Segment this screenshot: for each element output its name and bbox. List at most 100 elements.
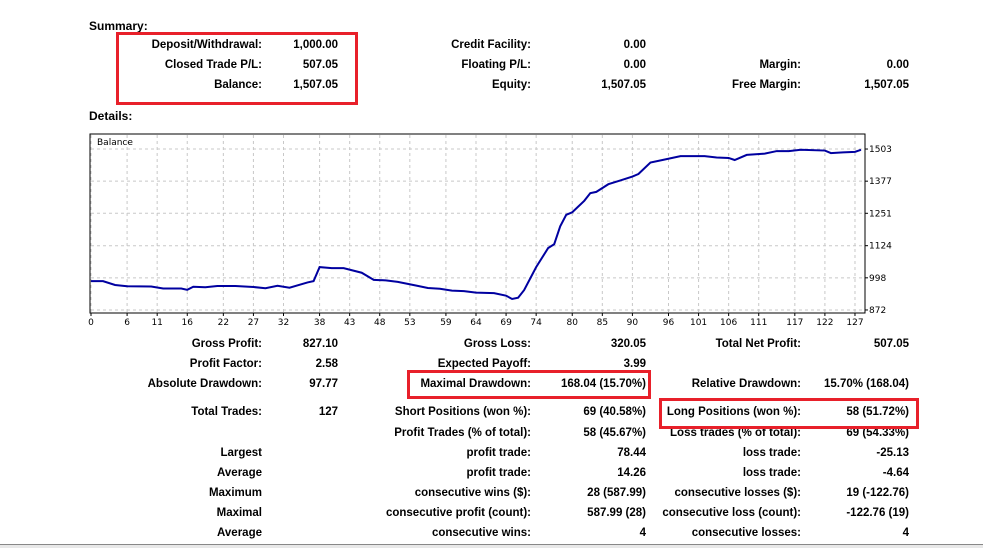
stat-value: 1,507.05 [864,79,909,91]
stat-label: Profit Factor: [189,358,262,370]
x-tick-label: 111 [750,318,767,328]
stat-label: loss trade: [742,467,801,479]
stat-label: Total Trades: [191,406,262,418]
stat-value: -122.76 (19) [846,507,909,519]
stat-value: 827.10 [302,338,338,350]
stat-value: 0.00 [886,59,909,71]
stat-label: Largest [220,447,262,459]
stat-label: consecutive losses: [691,527,801,539]
y-tick-label: 872 [869,306,886,316]
stat-value: 507.05 [873,338,909,350]
stat-label: Closed Trade P/L: [164,59,262,71]
y-tick-label: 1503 [869,145,892,155]
stat-value: 58 (45.67%) [583,427,646,439]
stat-label: Maximum [208,487,262,499]
stat-label: Gross Loss: [463,338,531,350]
stat-value: 97.77 [309,378,338,390]
stat-value: 0.00 [623,59,646,71]
highlight-box-summary [116,32,358,105]
x-tick-label: 117 [786,318,803,328]
x-tick-label: 80 [567,318,579,328]
stat-label: Relative Drawdown: [691,378,801,390]
stat-label: profit trade: [466,467,531,479]
stat-value: 127 [318,406,338,418]
stat-label: Gross Profit: [191,338,262,350]
stat-label: consecutive profit (count): [385,507,531,519]
stat-label: Average [217,527,262,539]
bottom-tab-bar [0,544,983,548]
stat-label: Floating P/L: [461,59,531,71]
x-tick-label: 69 [500,318,512,328]
stat-value: 0.00 [623,39,646,51]
stat-value: 2.58 [315,358,338,370]
stat-label: Deposit/Withdrawal: [151,39,262,51]
x-tick-label: 27 [248,318,259,328]
stat-label: Margin: [759,59,801,71]
x-tick-label: 6 [124,318,130,328]
stat-value: -25.13 [876,447,909,459]
chart-title: Balance [97,138,133,148]
x-tick-label: 32 [278,318,289,328]
stat-value: 69 (40.58%) [583,406,646,418]
stat-label: consecutive wins: [431,527,531,539]
stat-value: 1,507.05 [293,79,338,91]
stat-value: 28 (587.99) [587,487,646,499]
stat-value: 4 [902,527,909,539]
x-tick-label: 96 [663,318,675,328]
stat-label: Balance: [214,79,262,91]
highlight-box-long-positions [659,398,919,429]
x-tick-label: 106 [720,318,737,328]
stat-value: 587.99 (28) [587,507,646,519]
stat-label: profit trade: [466,447,531,459]
stat-value: 15.70% (168.04) [823,378,909,390]
x-tick-label: 16 [182,318,194,328]
stat-value: 69 (54.33%) [846,427,909,439]
stat-label: Short Positions (won %): [394,406,531,418]
stat-label: Maximal Drawdown: [420,378,531,390]
y-tick-label: 1124 [869,242,892,252]
stat-value: 507.05 [302,59,338,71]
x-tick-label: 101 [690,318,707,328]
stat-value: 4 [639,527,646,539]
stat-label: Long Positions (won %): [666,406,801,418]
stat-label: Loss trades (% of total): [670,427,801,439]
x-tick-label: 0 [88,318,94,328]
x-tick-label: 90 [627,318,639,328]
x-tick-label: 53 [404,318,415,328]
stat-value: 1,507.05 [601,79,646,91]
stat-value: 3.99 [623,358,646,370]
x-tick-label: 59 [440,318,452,328]
stat-label: Free Margin: [731,79,801,91]
stat-label: Credit Facility: [451,39,531,51]
x-tick-label: 122 [816,318,833,328]
stat-value: 78.44 [617,447,646,459]
x-tick-label: 11 [151,318,162,328]
stat-value: 320.05 [610,338,646,350]
x-tick-label: 64 [470,318,482,328]
stat-label: Equity: [492,79,531,91]
summary-heading: Summary: [89,19,148,33]
y-tick-label: 1251 [869,209,892,219]
stat-label: consecutive losses ($): [674,487,801,499]
stat-label: Profit Trades (% of total): [394,427,531,439]
stat-label: Expected Payoff: [437,358,531,370]
balance-chart: 0 6 11 16 22 27 32 38 43 48 53 59 64 69 74 80 85 90 96 101 1… [88,133,892,328]
x-tick-label: 48 [374,318,386,328]
stat-label: loss trade: [742,447,801,459]
stat-value: 19 (-122.76) [846,487,909,499]
stat-label: consecutive wins ($): [414,487,531,499]
x-tick-label: 43 [344,318,355,328]
y-tick-label: 998 [869,274,886,284]
x-tick-label: 22 [218,318,229,328]
stat-label: Total Net Profit: [715,338,801,350]
stat-value: 1,000.00 [293,39,338,51]
plot-area [89,133,866,314]
stat-label: Average [217,467,262,479]
stat-label: consecutive loss (count): [662,507,801,519]
highlight-box-maximal-drawdown [407,370,651,399]
stat-label: Absolute Drawdown: [147,378,262,390]
stat-value: 14.26 [617,467,646,479]
details-heading: Details: [89,109,133,123]
stat-value: -4.64 [882,467,909,479]
y-tick-label: 1377 [869,177,892,187]
